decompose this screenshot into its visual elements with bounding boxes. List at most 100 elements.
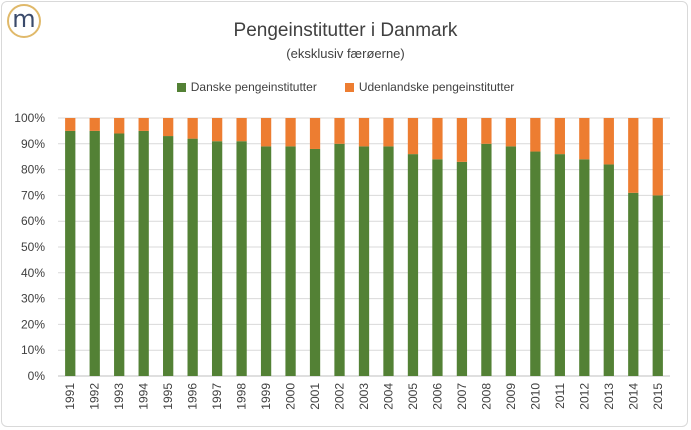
y-tick-label: 20%	[21, 317, 45, 331]
bar-udenlandske	[579, 118, 590, 160]
bar-danske	[114, 133, 125, 376]
bar-udenlandske	[334, 118, 345, 144]
legend-label-udenlandske: Udenlandske pengeinstitutter	[358, 80, 515, 94]
bar-danske	[309, 148, 321, 376]
legend-item-udenlandske: Udenlandske pengeinstitutter	[344, 80, 515, 94]
y-tick-label: 90%	[21, 137, 45, 151]
bar-udenlandske	[187, 118, 198, 139]
bar-udenlandske	[309, 118, 321, 149]
bar-udenlandske	[407, 118, 419, 155]
x-tick-label: 1991	[63, 383, 77, 410]
x-tick-label: 1996	[186, 383, 200, 410]
bar-udenlandske	[358, 118, 370, 147]
bar-udenlandske	[603, 118, 614, 165]
x-tick-label: 2005	[406, 383, 420, 410]
legend-label-danske: Danske pengeinstitutter	[190, 80, 317, 94]
legend-swatch-udenlandske	[344, 82, 354, 92]
x-axis-ticks: 1991 1992 1993 1994 1995 1996 1997 1998 1999 2000…	[63, 383, 665, 410]
m-logo-icon: m	[12, 5, 36, 33]
bar-danske	[260, 146, 272, 376]
bar-danske	[211, 141, 223, 376]
bar-danske	[628, 192, 639, 376]
chart-title: Pengeinstitutter i Danmark	[233, 20, 458, 41]
bar-udenlandske	[163, 118, 174, 137]
x-tick-label: 1997	[210, 383, 224, 410]
bar-danske	[481, 143, 492, 376]
x-tick-label: 2015	[651, 383, 665, 410]
bar-udenlandske	[505, 118, 517, 147]
bar-udenlandske	[530, 118, 541, 152]
y-tick-label: 30%	[21, 292, 45, 306]
y-tick-label: 0%	[28, 369, 46, 383]
bar-danske	[579, 159, 590, 376]
x-tick-label: 2001	[308, 383, 322, 410]
bar-udenlandske	[236, 118, 247, 142]
bar-udenlandske	[456, 118, 468, 162]
legend: Danske pengeinstitutter Udenlandske peng…	[0, 80, 691, 94]
y-tick-label: 50%	[21, 240, 45, 254]
bar-danske	[358, 146, 370, 376]
x-tick-label: 1993	[112, 383, 126, 410]
x-tick-label: 2008	[479, 383, 493, 410]
bar-udenlandske	[628, 118, 639, 193]
bar-udenlandske	[554, 118, 565, 155]
bar-udenlandske	[652, 118, 663, 196]
bar-udenlandske	[138, 118, 149, 131]
bar-danske	[603, 164, 614, 376]
bar-danske	[554, 154, 565, 376]
bars	[65, 118, 663, 376]
bar-danske	[456, 161, 468, 376]
x-tick-label: 2014	[626, 383, 640, 410]
legend-swatch-danske	[176, 82, 186, 92]
x-tick-label: 1999	[259, 383, 273, 410]
bar-udenlandske	[432, 118, 443, 160]
y-tick-label: 40%	[21, 266, 45, 280]
x-tick-label: 1995	[161, 383, 175, 410]
y-tick-label: 60%	[21, 214, 45, 228]
y-axis-ticks: 0% 10% 20% 30% 40% 50% 60% 70% 80% 90% 100%	[14, 111, 45, 383]
x-tick-label: 2003	[357, 383, 371, 410]
bar-udenlandske	[481, 118, 492, 144]
y-tick-label: 80%	[21, 163, 45, 177]
bar-danske	[652, 195, 663, 376]
bar-udenlandske	[65, 118, 76, 131]
bar-udenlandske	[383, 118, 394, 147]
bar-danske	[407, 154, 419, 376]
legend-item-danske: Danske pengeinstitutter	[176, 80, 317, 94]
y-tick-label: 70%	[21, 188, 45, 202]
bar-udenlandske	[285, 118, 296, 147]
bar-udenlandske	[89, 118, 100, 131]
logo: m	[7, 4, 41, 38]
bar-udenlandske	[260, 118, 272, 147]
x-tick-label: 2004	[381, 383, 395, 410]
x-tick-label: 1998	[235, 383, 249, 410]
bar-danske	[138, 130, 149, 376]
x-tick-label: 2010	[528, 383, 542, 410]
bar-danske	[65, 130, 76, 376]
bar-danske	[432, 159, 443, 376]
x-tick-label: 2009	[504, 383, 518, 410]
x-tick-label: 1992	[88, 383, 102, 410]
bar-danske	[530, 151, 541, 376]
bar-danske	[187, 138, 198, 376]
bar-danske	[89, 130, 100, 376]
bar-danske	[163, 136, 174, 376]
x-tick-label: 2007	[455, 383, 469, 410]
bar-danske	[505, 146, 517, 376]
bar-danske	[334, 143, 345, 376]
x-tick-label: 2013	[602, 383, 616, 410]
bar-udenlandske	[211, 118, 223, 142]
bar-udenlandske	[114, 118, 125, 134]
chart-subtitle: (eksklusiv færøerne)	[286, 46, 405, 61]
y-tick-label: 10%	[21, 343, 45, 357]
x-tick-label: 2002	[333, 383, 347, 410]
bar-danske	[236, 141, 247, 376]
x-tick-label: 2012	[577, 383, 591, 410]
x-tick-label: 1994	[137, 383, 151, 410]
bar-danske	[383, 146, 394, 376]
y-tick-label: 100%	[14, 111, 45, 125]
bar-danske	[285, 146, 296, 376]
x-tick-label: 2000	[284, 383, 298, 410]
x-tick-label: 2011	[553, 383, 567, 409]
